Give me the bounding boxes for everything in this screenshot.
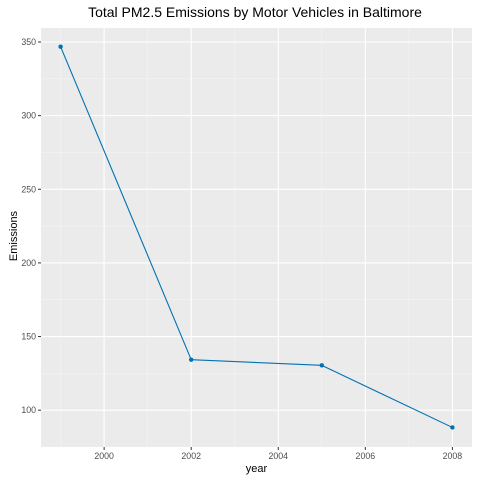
y-tick-label: 350 xyxy=(21,37,36,47)
x-tick-label: 2008 xyxy=(443,451,463,461)
data-point xyxy=(188,357,194,362)
series-emissions xyxy=(58,44,455,430)
data-point xyxy=(450,425,455,430)
y-tick-label: 300 xyxy=(21,111,36,121)
data-point xyxy=(58,44,63,49)
y-tick-label: 250 xyxy=(21,184,36,194)
series-line xyxy=(60,46,453,428)
plot-panel xyxy=(41,28,472,447)
x-tick-label: 2004 xyxy=(268,451,288,461)
x-axis-title: year xyxy=(246,463,268,475)
axis-ticks xyxy=(38,41,453,450)
grid-major xyxy=(41,28,472,447)
x-tick-label: 2000 xyxy=(94,451,114,461)
chart-title: Total PM2.5 Emissions by Motor Vehicles … xyxy=(88,4,422,20)
x-tick-label: 2006 xyxy=(356,451,376,461)
y-tick-label: 150 xyxy=(21,332,36,342)
grid-minor xyxy=(41,28,472,447)
y-tick-label: 200 xyxy=(21,258,36,268)
data-point xyxy=(319,363,325,368)
y-tick-label: 100 xyxy=(21,405,36,415)
x-tick-label: 2002 xyxy=(181,451,201,461)
y-axis-title: Emissions xyxy=(8,210,20,261)
tick-labels: 2000 2002 2004 2006 2008 100 150 200 250 300 350 xyxy=(21,37,462,461)
